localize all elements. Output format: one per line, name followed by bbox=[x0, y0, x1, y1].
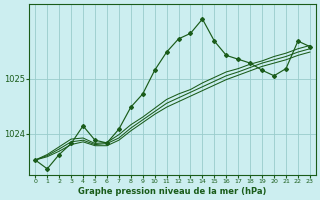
X-axis label: Graphe pression niveau de la mer (hPa): Graphe pression niveau de la mer (hPa) bbox=[78, 187, 267, 196]
